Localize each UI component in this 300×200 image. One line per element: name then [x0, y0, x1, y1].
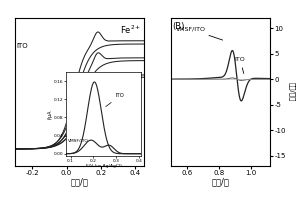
Text: Fe$^{2+}$: Fe$^{2+}$	[120, 24, 141, 36]
X-axis label: E/V (vs.Ag/AgCl): E/V (vs.Ag/AgCl)	[85, 164, 122, 168]
Y-axis label: 电流/微安: 电流/微安	[288, 82, 295, 102]
Text: ITO: ITO	[106, 93, 125, 107]
Y-axis label: i/μA: i/μA	[47, 109, 52, 119]
Text: ITO: ITO	[16, 43, 28, 49]
X-axis label: 电位/伏: 电位/伏	[70, 178, 88, 187]
Text: ITO: ITO	[235, 57, 246, 73]
Text: (B): (B)	[172, 22, 184, 31]
Text: VMSF/ITO: VMSF/ITO	[68, 139, 89, 143]
Text: VMSF/ITO: VMSF/ITO	[176, 27, 223, 40]
X-axis label: 电位/伏: 电位/伏	[212, 178, 230, 187]
